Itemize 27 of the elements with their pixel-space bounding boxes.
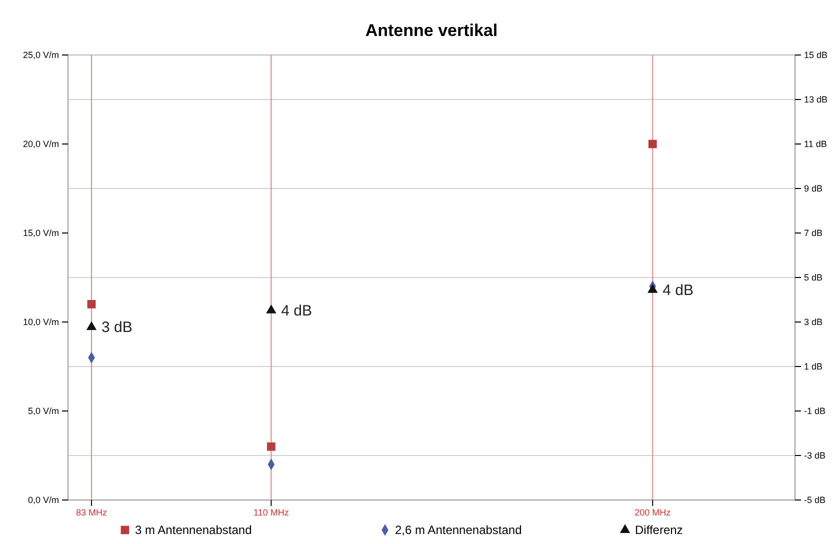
y2-tick-label: 1 dB [804, 361, 823, 372]
legend-label: Differenz [635, 523, 683, 537]
x-tick-label: 110 MHz [254, 507, 290, 518]
data-label: 4 dB [662, 282, 694, 299]
legend-label: 3 m Antennenabstand [135, 523, 252, 537]
legend-label: 2,6 m Antennenabstand [395, 523, 522, 537]
y2-tick-label: 9 dB [804, 183, 823, 194]
data-label: 3 dB [101, 319, 132, 336]
y-tick-label: 15,0 V/m [22, 228, 59, 238]
y-tick-label: 0,0 V/m [28, 494, 59, 505]
y2-tick-label: 11 dB [804, 138, 827, 149]
y2-tick-label: 3 dB [804, 316, 823, 327]
y2-tick-label: -3 dB [804, 450, 826, 460]
y2-tick-label: -5 dB [804, 494, 826, 505]
y2-tick-label: 5 dB [804, 272, 823, 282]
y-tick-label: 10,0 V/m [22, 316, 59, 327]
y2-tick-label: -1 dB [804, 406, 826, 416]
data-label: 4 dB [281, 302, 312, 320]
x-tick-label: 200 MHz [634, 507, 672, 518]
x-tick-label: 83 MHz [76, 507, 108, 518]
y-tick-label: 5,0 V/m [28, 406, 59, 416]
y2-tick-label: 7 dB [804, 228, 823, 238]
y-tick-label: 20,0 V/m [22, 138, 59, 149]
y-tick-label: 25,0 V/m [22, 50, 59, 60]
y2-tick-label: 15 dB [804, 50, 828, 60]
chart-title: Antenne vertikal [365, 21, 498, 40]
y2-tick-label: 13 dB [804, 94, 828, 104]
